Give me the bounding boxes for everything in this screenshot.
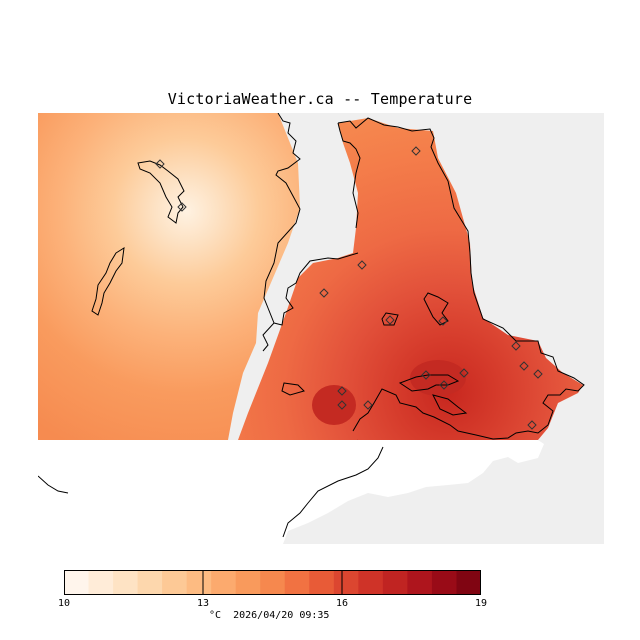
- colorbar-swatch: [333, 570, 359, 595]
- diamond-marker-icon: [459, 368, 469, 378]
- land-south: [38, 440, 544, 544]
- colorbar-swatch: [88, 570, 114, 595]
- colorbar-swatch: [186, 570, 212, 595]
- station-markers[interactable]: [155, 146, 543, 430]
- colorbar-swatches: [64, 570, 481, 595]
- colorbar-swatch: [407, 570, 433, 595]
- temperature-map[interactable]: [38, 113, 604, 544]
- colorbar-swatch: [382, 570, 408, 595]
- diamond-marker-icon: [357, 260, 367, 270]
- diamond-marker-icon: [438, 316, 448, 326]
- diamond-marker-icon: [533, 369, 543, 379]
- diamond-marker-icon: [337, 386, 347, 396]
- temperature-field-east: [238, 118, 583, 440]
- colorbar-swatch: [235, 570, 261, 595]
- colorbar-swatch: [113, 570, 139, 595]
- diamond-marker-icon: [337, 400, 347, 410]
- temperature-colorbar: [64, 570, 481, 595]
- colorbar-swatch: [162, 570, 188, 595]
- diamond-marker-icon: [527, 420, 537, 430]
- diamond-marker-icon: [421, 370, 431, 380]
- colorbar-swatch: [211, 570, 237, 595]
- warm-core-west: [312, 385, 356, 425]
- colorbar-tick-max: 19: [474, 598, 488, 609]
- colorbar-swatch: [284, 570, 310, 595]
- colorbar-swatch: [456, 570, 481, 595]
- colorbar-swatch: [431, 570, 457, 595]
- map-title: VictoriaWeather.ca -- Temperature: [167, 90, 473, 108]
- diamond-marker-icon: [439, 380, 449, 390]
- diamond-marker-icon: [319, 288, 329, 298]
- diamond-marker-icon: [519, 361, 529, 371]
- unit-label: °C: [209, 610, 222, 621]
- timestamp: 2026/04/20 09:35: [233, 610, 330, 621]
- colorbar-tick-13: 13: [196, 598, 210, 609]
- unit-timestamp-line: °C 2026/04/20 09:35: [209, 610, 329, 621]
- temperature-field-west: [38, 113, 300, 440]
- colorbar-tick-16: 16: [335, 598, 349, 609]
- colorbar-swatch: [309, 570, 335, 595]
- diamond-marker-icon: [155, 159, 165, 169]
- diamond-marker-icon: [511, 341, 521, 351]
- diamond-marker-icon: [411, 146, 421, 156]
- land-south-outline: [38, 446, 384, 538]
- diamond-marker-icon: [385, 315, 395, 325]
- diamond-marker-icon: [177, 202, 187, 212]
- colorbar-swatch: [64, 570, 90, 595]
- colorbar-swatch: [137, 570, 163, 595]
- colorbar-swatch: [260, 570, 286, 595]
- diamond-marker-icon: [363, 400, 373, 410]
- colorbar-swatch: [358, 570, 384, 595]
- colorbar-tick-min: 10: [57, 598, 71, 609]
- warm-core-east: [410, 360, 466, 396]
